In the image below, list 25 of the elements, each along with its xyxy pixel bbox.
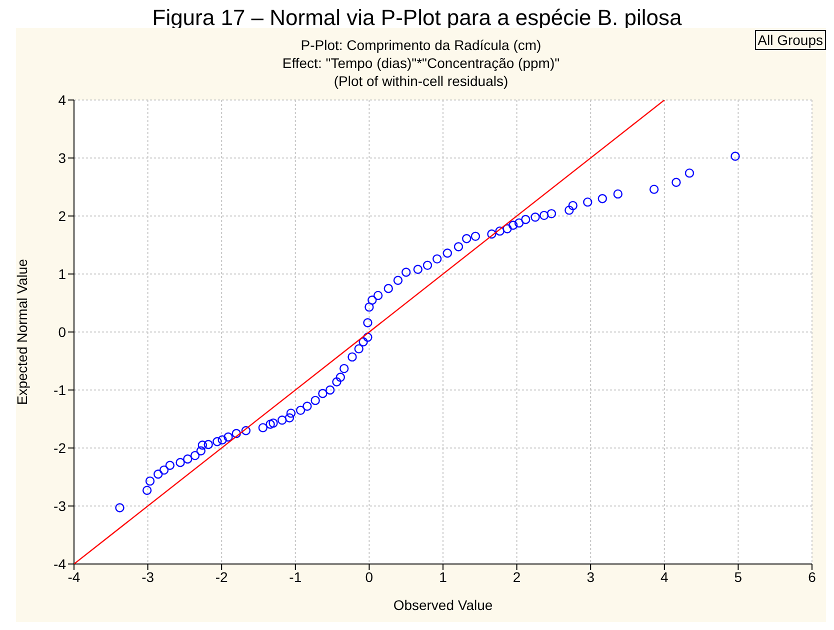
text: All Groups: [754, 30, 826, 50]
y-tick-label: -1: [54, 382, 66, 398]
text: Figura 17 – Normal via P-Plot para a espécie B. pilosa: [8, 5, 826, 30]
y-tick-label: 1: [58, 266, 66, 282]
y-tick-label: -2: [54, 440, 66, 456]
y-axis-title: Expected Normal Value: [14, 258, 30, 406]
y-tick-label: -4: [54, 556, 66, 572]
x-tick-label: 6: [808, 568, 816, 585]
x-tick-label: 1: [439, 568, 448, 585]
x-tick-label: 5: [734, 568, 742, 585]
x-tick-label: 4: [660, 568, 668, 585]
x-tick-label: 3: [586, 568, 595, 585]
x-tick-label: -3: [142, 568, 154, 585]
x-axis-title: Observed Value: [393, 597, 493, 613]
y-tick-label: 0: [58, 324, 66, 340]
y-tick-label: 2: [58, 208, 66, 224]
x-tick-label: 0: [365, 568, 374, 585]
x-tick-label: 2: [512, 568, 521, 585]
y-tick-label: 3: [58, 150, 66, 166]
chart-subtitle: Effect: "Tempo (dias)"*"Concentração (ppm)" (Plot of within-cell residuals): [281, 54, 561, 90]
x-tick-label: -1: [289, 568, 302, 585]
x-tick-label: -2: [215, 568, 228, 585]
y-tick-label: 4: [58, 92, 66, 108]
chart-title: P-Plot: Comprimento da Radícula (cm): [300, 37, 542, 53]
y-tick-label: -3: [54, 498, 66, 514]
